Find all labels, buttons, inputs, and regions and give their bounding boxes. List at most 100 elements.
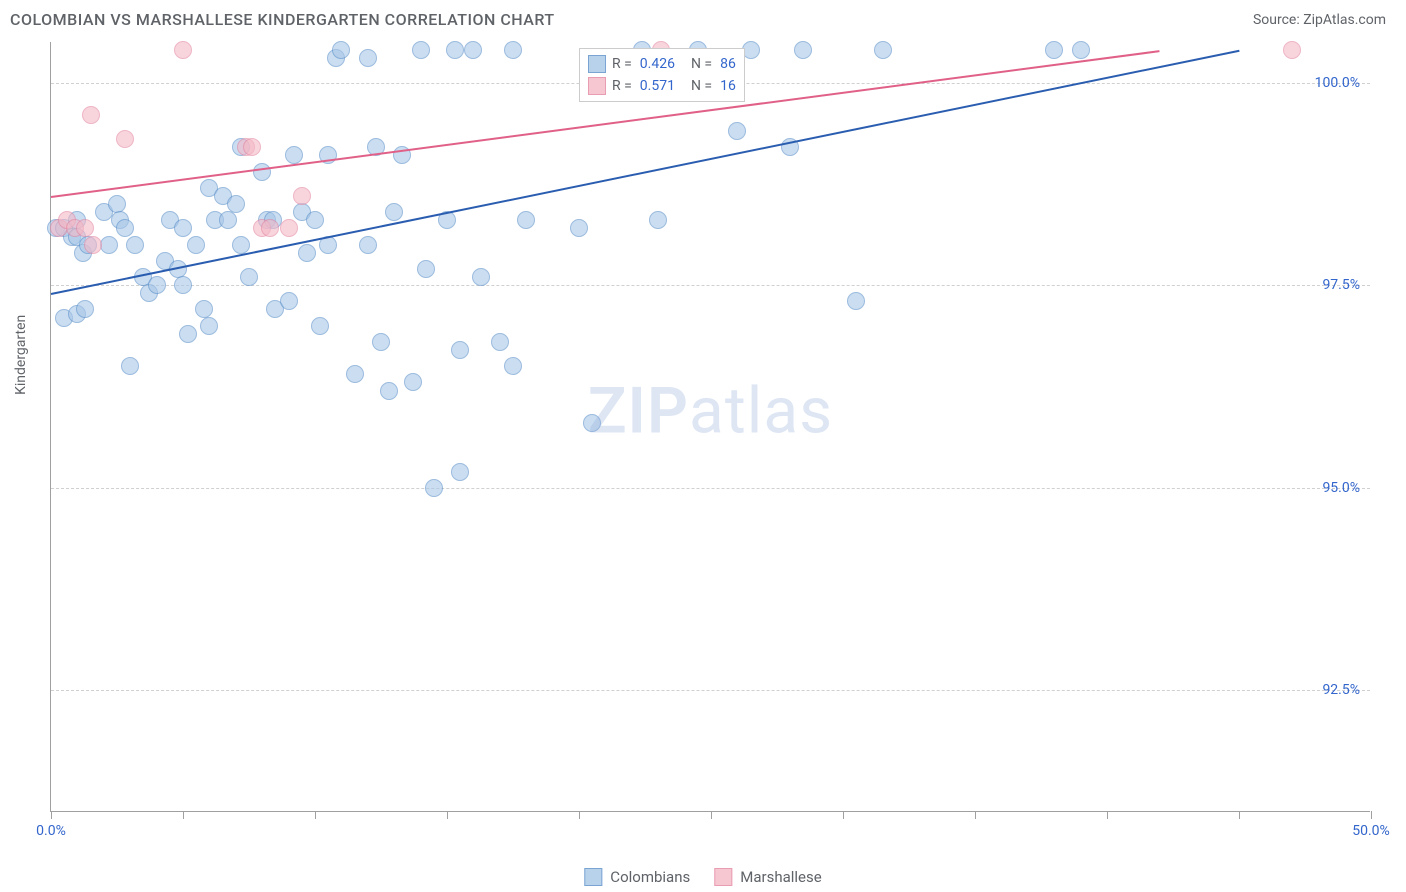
scatter-point-marshallese xyxy=(84,236,102,254)
scatter-point-colombians xyxy=(451,341,469,359)
x-tick xyxy=(447,811,448,819)
scatter-point-colombians xyxy=(232,236,250,254)
y-axis-title: Kindergarten xyxy=(13,314,29,394)
scatter-point-colombians xyxy=(219,211,237,229)
scatter-point-colombians xyxy=(446,41,464,59)
scatter-point-colombians xyxy=(794,41,812,59)
legend-r-label: R = xyxy=(612,56,632,72)
legend-n-value: 16 xyxy=(720,78,736,94)
x-tick xyxy=(315,811,316,819)
scatter-point-colombians xyxy=(728,122,746,140)
bottom-legend: Colombians Marshallese xyxy=(584,868,821,886)
scatter-point-colombians xyxy=(179,325,197,343)
legend-item-marshallese: Marshallese xyxy=(714,868,821,886)
scatter-point-colombians xyxy=(306,211,324,229)
scatter-point-colombians xyxy=(332,41,350,59)
scatter-point-colombians xyxy=(121,357,139,375)
grid-line xyxy=(51,690,1370,691)
scatter-point-marshallese xyxy=(116,130,134,148)
scatter-point-colombians xyxy=(451,463,469,481)
scatter-point-colombians xyxy=(417,260,435,278)
x-tick-label: 50.0% xyxy=(1352,823,1390,839)
scatter-point-colombians xyxy=(253,163,271,181)
y-tick-label: 100.0% xyxy=(1315,75,1360,91)
scatter-point-colombians xyxy=(412,41,430,59)
scatter-point-colombians xyxy=(874,41,892,59)
scatter-point-colombians xyxy=(227,195,245,213)
scatter-point-colombians xyxy=(240,268,258,286)
scatter-point-colombians xyxy=(298,244,316,262)
scatter-point-colombians xyxy=(464,41,482,59)
y-tick-label: 97.5% xyxy=(1322,277,1360,293)
scatter-point-colombians xyxy=(285,146,303,164)
scatter-point-colombians xyxy=(504,41,522,59)
legend-n-label: N = xyxy=(691,56,712,72)
scatter-point-colombians xyxy=(583,414,601,432)
scatter-point-colombians xyxy=(359,236,377,254)
legend-label-colombians: Colombians xyxy=(610,868,690,886)
scatter-point-marshallese xyxy=(82,106,100,124)
legend-swatch-icon xyxy=(588,55,606,73)
scatter-point-marshallese xyxy=(280,219,298,237)
x-tick xyxy=(975,811,976,819)
legend-r-value: 0.426 xyxy=(640,56,675,72)
scatter-point-colombians xyxy=(491,333,509,351)
y-tick-label: 95.0% xyxy=(1322,480,1360,496)
scatter-point-colombians xyxy=(570,219,588,237)
scatter-point-marshallese xyxy=(1283,41,1301,59)
x-tick-label: 0.0% xyxy=(36,823,66,839)
scatter-point-colombians xyxy=(100,236,118,254)
legend-swatch-colombians xyxy=(584,868,602,886)
scatter-point-colombians xyxy=(148,276,166,294)
scatter-point-colombians xyxy=(311,317,329,335)
scatter-point-marshallese xyxy=(174,41,192,59)
scatter-point-colombians xyxy=(116,219,134,237)
scatter-point-marshallese xyxy=(261,219,279,237)
scatter-point-colombians xyxy=(359,49,377,67)
chart-header: COLOMBIAN VS MARSHALLESE KINDERGARTEN CO… xyxy=(0,0,1406,35)
x-tick xyxy=(51,811,52,819)
scatter-point-marshallese xyxy=(293,187,311,205)
scatter-point-colombians xyxy=(174,219,192,237)
scatter-point-colombians xyxy=(187,236,205,254)
legend-n-label: N = xyxy=(691,78,712,94)
x-tick xyxy=(843,811,844,819)
legend-label-marshallese: Marshallese xyxy=(740,868,821,886)
scatter-point-colombians xyxy=(517,211,535,229)
scatter-point-colombians xyxy=(108,195,126,213)
legend-r-value: 0.571 xyxy=(640,78,675,94)
scatter-point-colombians xyxy=(346,365,364,383)
x-tick xyxy=(183,811,184,819)
scatter-point-colombians xyxy=(200,317,218,335)
legend-r-label: R = xyxy=(612,78,632,94)
scatter-point-colombians xyxy=(1045,41,1063,59)
scatter-point-colombians xyxy=(372,333,390,351)
scatter-point-colombians xyxy=(76,300,94,318)
grid-line xyxy=(51,488,1370,489)
scatter-point-colombians xyxy=(280,292,298,310)
plot-area: 92.5%95.0%97.5%100.0%0.0%50.0%R =0.426N … xyxy=(51,42,1370,811)
stats-legend-row-colombians: R = 0.426 N = 86 xyxy=(588,53,736,75)
y-tick-label: 92.5% xyxy=(1322,682,1360,698)
scatter-point-colombians xyxy=(847,292,865,310)
scatter-point-colombians xyxy=(404,373,422,391)
scatter-point-colombians xyxy=(472,268,490,286)
scatter-point-colombians xyxy=(385,203,403,221)
scatter-point-colombians xyxy=(649,211,667,229)
legend-swatch-icon xyxy=(588,77,606,95)
chart-title: COLOMBIAN VS MARSHALLESE KINDERGARTEN CO… xyxy=(10,10,555,29)
scatter-point-colombians xyxy=(380,382,398,400)
x-tick xyxy=(1371,811,1372,819)
stats-legend-row-marshallese: R = 0.571 N = 16 xyxy=(588,75,736,97)
scatter-point-colombians xyxy=(174,276,192,294)
x-tick xyxy=(579,811,580,819)
legend-item-colombians: Colombians xyxy=(584,868,690,886)
chart-source: Source: ZipAtlas.com xyxy=(1253,12,1386,28)
x-tick xyxy=(1239,811,1240,819)
scatter-point-colombians xyxy=(425,479,443,497)
stats-legend-box: R = 0.426 N = 86 R = 0.571 N = 16 xyxy=(579,48,745,102)
chart-container: 92.5%95.0%97.5%100.0%0.0%50.0%R =0.426N … xyxy=(50,42,1370,812)
scatter-point-colombians xyxy=(504,357,522,375)
scatter-point-marshallese xyxy=(243,138,261,156)
legend-n-value: 86 xyxy=(720,56,736,72)
